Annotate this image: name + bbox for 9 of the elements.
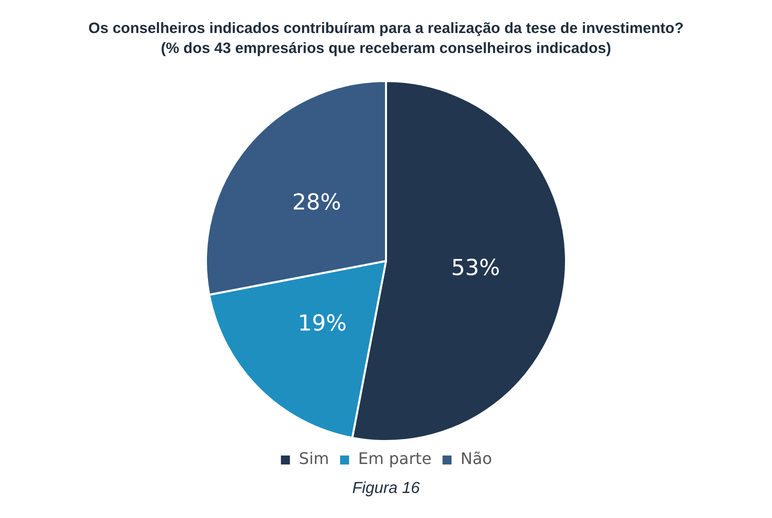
data-label: 28% [292,190,342,216]
chart-subtitle: (% dos 43 empresários que receberam conselheiros indicados) [160,40,612,58]
legend-label: Em parte [358,449,432,468]
legend-label: Não [460,449,492,468]
text: Figura 16 [351,480,421,498]
data-label: 19% [298,311,347,336]
data-label: 53% [451,256,500,282]
legend-label: Sim [298,449,330,468]
chart-title: Os conselheiros indicados contribuíram para a realização da tese de investimento? [88,20,684,38]
